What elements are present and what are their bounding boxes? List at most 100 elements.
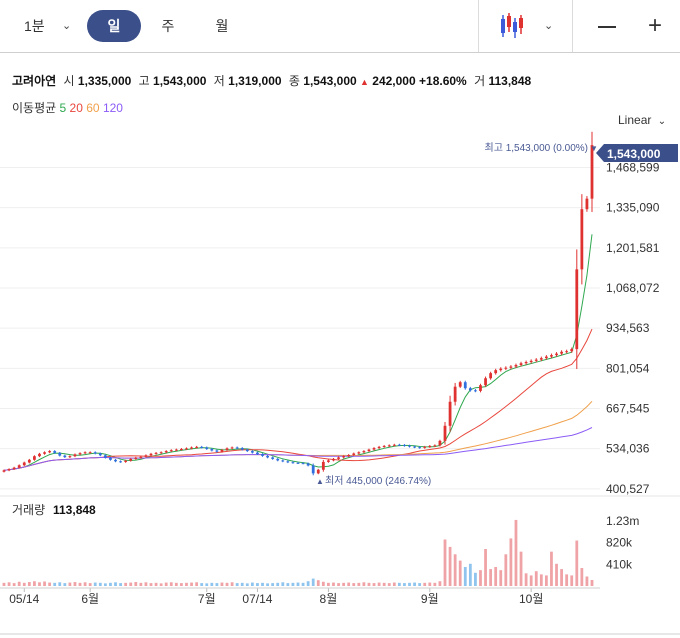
volume-bar [154,582,158,586]
close-label: 종 [288,74,300,88]
candle-down [468,388,472,391]
price-tick-label: 801,054 [606,361,650,375]
candle-up [438,440,442,446]
volume-bar [230,582,234,586]
date-tick-label: 10월 [519,592,543,606]
candle-up [337,457,340,459]
candle-down [114,459,117,462]
ma-line-20 [3,328,593,471]
candle-up [560,351,563,354]
volume-bar [210,582,214,586]
volume-bar [48,582,52,586]
ma-period-120: 120 [102,101,123,115]
candle-down [200,446,204,448]
candle-up [392,444,396,446]
candle-up [458,382,462,387]
volume-bar [585,576,589,586]
candle-up [149,453,153,456]
volume-bar [494,566,498,586]
candle-up [423,446,427,448]
candle-down [418,447,422,449]
volume-bar [509,538,513,586]
candle-up [230,447,234,449]
candle-up [489,373,493,379]
candle-up [321,461,325,470]
grid-lines [0,166,600,490]
volume-bar [332,582,335,586]
candle-up [443,425,447,441]
price-tick-label: 1,201,581 [606,241,660,255]
candle-up [27,459,31,463]
candle-down [245,449,249,452]
interval-select[interactable]: 1분 ⌄ [24,10,84,42]
change-percent: +18.60% [419,74,467,88]
ma-line-5 [3,234,593,471]
candle-up [453,386,457,402]
candle-up [499,368,503,371]
candle-down [286,461,290,463]
candle-up [555,353,558,356]
candle-up [590,145,594,199]
scale-mode-select[interactable]: Linear ⌄ [618,113,666,127]
candle-up [524,362,528,364]
candle-up [575,269,579,350]
candles [2,131,594,476]
candle-down [276,458,280,461]
volume-bar [367,582,371,586]
candle-up [448,401,452,426]
candlestick-icon [501,13,523,38]
candle-up [68,456,72,458]
zoom-in-button[interactable]: + [644,10,666,42]
volume-bar [458,560,462,586]
high-value: 1,543,000 [153,74,207,88]
candle-down [301,463,305,465]
zoom-out-button[interactable] [596,10,618,42]
candle-up [484,378,487,386]
volume-bar [377,582,381,586]
candle-up [514,365,518,367]
candle-up [357,452,361,454]
candle-down [119,461,122,463]
volume-bar [408,582,411,586]
tab-month[interactable]: 월 [215,18,229,34]
candle-up [17,465,21,468]
volume-bar [139,582,143,586]
candle-down [408,445,411,447]
price-tick-label: 667,545 [606,401,650,415]
low-marker: 최저 445,000 (246.74%) [325,475,431,487]
candle-up [479,385,482,391]
chart-type-select[interactable]: ⌄ [494,10,564,42]
plus-icon: + [647,12,662,39]
tab-week[interactable]: 주 [161,18,175,34]
quote-summary: 고려아연 시 1,335,000 고 1,543,000 저 1,319,000… [12,72,531,89]
change-value: 242,000 [372,74,416,88]
volume-bar [276,582,280,586]
volume-bar [185,582,188,586]
volume-bar [261,582,264,586]
volume-tick-label: 820k [606,536,633,550]
moving-average-legend[interactable]: 이동평균 5 20 60 120 [12,99,123,116]
candle-down [235,447,239,449]
volume-bar [33,581,36,586]
price-tick-label: 1,468,599 [606,160,660,174]
volume-bar [403,583,406,586]
volume-bar [205,583,209,586]
candle-up [7,469,11,471]
volume-bar [291,582,295,586]
tab-day[interactable]: 일 [87,10,141,42]
volume-value: 113,848 [488,74,532,88]
candle-down [311,465,315,474]
volume-bar [428,582,432,586]
chevron-down-icon: ⌄ [62,20,72,32]
candle-up [12,467,16,470]
down-triangle-icon: ▼ [590,144,598,153]
candle-up [362,451,366,453]
volume-bar [250,582,254,586]
volume-bar [245,583,249,586]
volume-bar [575,540,579,586]
candle-up [225,448,229,450]
candle-up [159,452,163,454]
volume-bar [342,582,346,586]
toolbar-divider [572,0,573,52]
